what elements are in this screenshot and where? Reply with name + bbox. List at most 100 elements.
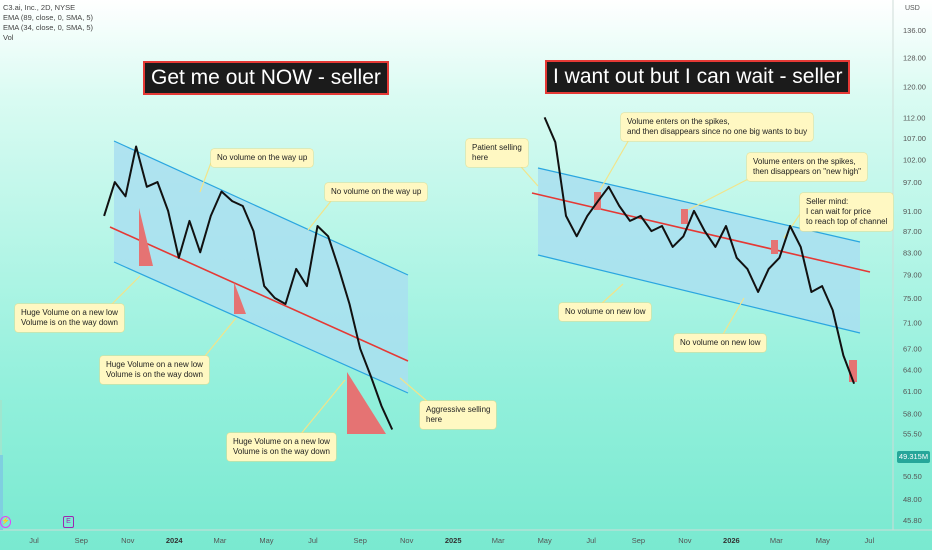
time-axis-label: Jul: [586, 536, 596, 545]
note-huge-volume-3: Huge Volume on a new low Volume is on th…: [227, 433, 336, 461]
left-channel-lower: [113, 261, 409, 394]
time-axis-labels: Jul Sep Nov 2024 Mar May Jul Sep Nov 2025 Mar May Ju…: [29, 536, 874, 545]
pointer-no-vol-low-1: [599, 283, 624, 306]
note-no-volume-up-2: No volume on the way up: [325, 183, 428, 201]
time-axis-label: 2025: [445, 536, 462, 545]
note-text: No volume on the way up: [331, 187, 422, 196]
time-axis-label: Mar: [492, 536, 505, 545]
note-text: Aggressive selling: [426, 405, 491, 414]
note-text: No volume on the way up: [217, 153, 308, 162]
price-axis-label: 120.00: [903, 82, 926, 91]
note-text: Volume is on the way down: [21, 318, 118, 327]
price-axis-label: 79.00: [903, 271, 922, 280]
note-huge-volume-1: Huge Volume on a new low Volume is on th…: [15, 304, 124, 332]
note-text: No volume on new low: [565, 307, 646, 316]
note-patient-selling: Patient selling here: [466, 139, 528, 167]
left-channel-upper: [113, 140, 409, 276]
pointer-huge-vol-2: [204, 317, 237, 357]
symbol-legend: C3.ai, Inc., 2D, NYSE EMA (89, close, 0,…: [3, 3, 93, 43]
time-axis-label: May: [259, 536, 273, 545]
note-no-volume-low-2: No volume on new low: [674, 334, 767, 352]
left-title: Get me out NOW - seller: [143, 61, 389, 95]
price-axis-label: 97.00: [903, 178, 922, 187]
note-text: here: [472, 153, 489, 162]
volume-spike-3: [347, 372, 386, 434]
time-axis-label: Nov: [121, 536, 135, 545]
indicator-ema-89[interactable]: EMA (89, close, 0, SMA, 5): [3, 13, 94, 22]
lightning-icon[interactable]: ⚡: [0, 516, 11, 528]
symbol-line: C3.ai, Inc., 2D, NYSE: [3, 3, 76, 12]
pointer-aggressive: [399, 377, 429, 403]
time-axis-label: Sep: [354, 536, 367, 545]
price-series-left: [103, 145, 394, 430]
price-axis-label: 64.00: [903, 365, 922, 374]
currency-label: USD: [905, 5, 920, 12]
price-axis-label: 102.00: [903, 156, 926, 165]
note-volume-spikes-2: Volume enters on the spikes, then disapp…: [747, 153, 867, 181]
time-axis-label: Jul: [29, 536, 39, 545]
earnings-icon[interactable]: E: [63, 516, 74, 528]
pointer-no-vol-low-2: [721, 297, 745, 337]
price-lines: [103, 117, 856, 430]
pointer-huge-vol-3: [299, 379, 346, 436]
volume-spike-6: [771, 240, 778, 254]
price-axis-label: 55.50: [903, 430, 922, 439]
indicator-vol[interactable]: Vol: [3, 33, 14, 42]
price-axis-label: 45.80: [903, 516, 922, 525]
note-text: Patient selling: [472, 143, 522, 152]
volume-spike-7: [849, 360, 857, 382]
right-channel-lower: [537, 254, 861, 334]
time-axis-label: Nov: [678, 536, 692, 545]
price-series-right: [543, 117, 856, 385]
note-no-volume-up-1: No volume on the way up: [211, 149, 314, 167]
time-axis-label: Mar: [214, 536, 227, 545]
price-axis-label: 136.00: [903, 26, 926, 35]
note-text: Seller mind:: [806, 197, 849, 206]
note-seller-mind: Seller mind: I can wait for price to rea…: [800, 193, 894, 231]
volume-spike-5: [681, 209, 688, 224]
pointer-no-vol-up-1: [199, 159, 213, 193]
price-axis-label: 107.00: [903, 134, 926, 143]
time-axis-label: Sep: [75, 536, 88, 545]
note-text: Huge Volume on a new low: [233, 437, 330, 446]
note-text: and then disappears since no one big wan…: [627, 127, 808, 136]
price-axis-labels: 136.00 128.00 120.00 112.00 107.00 102.00 97.0…: [903, 26, 926, 525]
price-axis-label: 128.00: [903, 53, 926, 62]
price-axis-label: 83.00: [903, 248, 922, 257]
right-ema-line: [531, 192, 871, 273]
price-axis-label: 75.00: [903, 294, 922, 303]
price-axis-label: 67.00: [903, 345, 922, 354]
note-text: then disappears on "new high": [753, 167, 861, 176]
note-text: Huge Volume on a new low: [21, 308, 118, 317]
price-axis-label: 87.00: [903, 227, 922, 236]
note-huge-volume-2: Huge Volume on a new low Volume is on th…: [100, 356, 209, 384]
note-text: Volume is on the way down: [233, 447, 330, 456]
time-axis-label: 2024: [166, 536, 184, 545]
pointer-vol-spikes-2: [687, 174, 757, 211]
time-axis-label: Sep: [632, 536, 645, 545]
time-axis-label: Jul: [865, 536, 875, 545]
note-text: Huge Volume on a new low: [106, 360, 203, 369]
time-axis-label: Jul: [308, 536, 318, 545]
note-text: here: [426, 415, 443, 424]
time-axis-label: Nov: [400, 536, 414, 545]
price-axis-label: 112.00: [903, 113, 925, 122]
last-price-tag: 49.315M: [897, 451, 930, 463]
price-axis-label: 61.00: [903, 387, 922, 396]
right-channel-fill: [538, 168, 860, 333]
indicator-ema-34[interactable]: EMA (34, close, 0, SMA, 5): [3, 23, 94, 32]
time-axis-label: May: [538, 536, 552, 545]
price-axis-label: 48.00: [903, 495, 922, 504]
time-axis-label: Mar: [770, 536, 783, 545]
right-title: I want out but I can wait - seller: [545, 60, 851, 94]
pointer-no-vol-up-2: [307, 195, 336, 231]
note-text: No volume on new low: [680, 338, 761, 347]
note-volume-spikes-1: Volume enters on the spikes, and then di…: [621, 113, 814, 141]
note-no-volume-low-1: No volume on new low: [559, 303, 652, 321]
note-text: I can wait for price: [806, 207, 871, 216]
volume-bar: [0, 455, 3, 530]
price-axis-label: 91.00: [903, 207, 922, 216]
price-axis-label: 50.50: [903, 472, 922, 481]
